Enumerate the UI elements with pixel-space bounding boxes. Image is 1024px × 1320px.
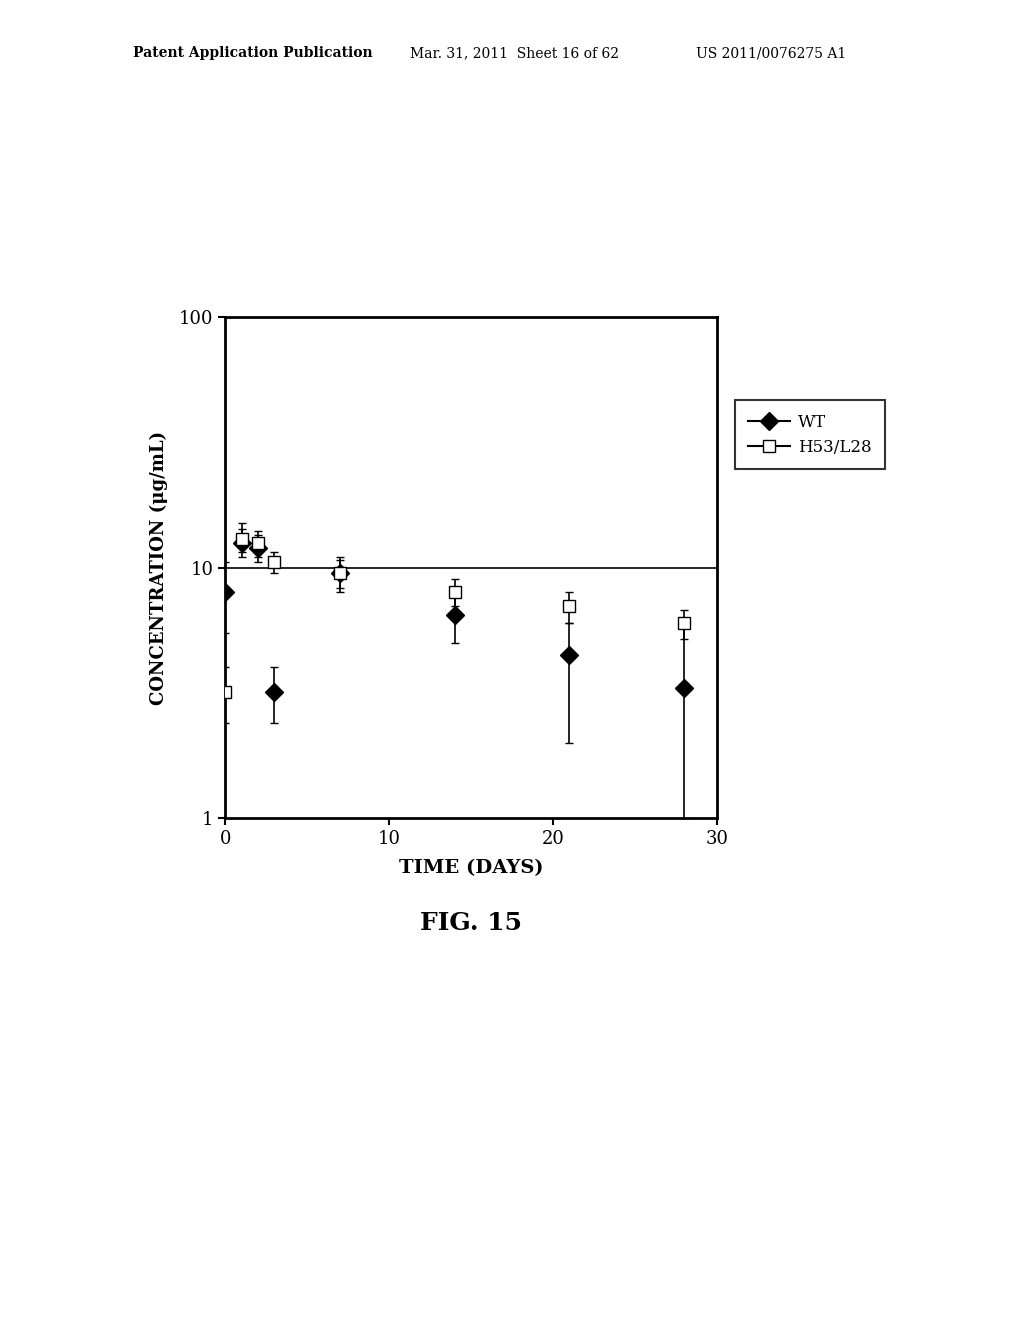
- Legend: WT, H53/L28: WT, H53/L28: [735, 400, 886, 470]
- Text: Mar. 31, 2011  Sheet 16 of 62: Mar. 31, 2011 Sheet 16 of 62: [410, 46, 618, 61]
- Y-axis label: CONCENTRATION (μg/mL): CONCENTRATION (μg/mL): [150, 430, 168, 705]
- Text: FIG. 15: FIG. 15: [420, 911, 522, 935]
- Text: Patent Application Publication: Patent Application Publication: [133, 46, 373, 61]
- X-axis label: TIME (DAYS): TIME (DAYS): [398, 859, 544, 878]
- Text: US 2011/0076275 A1: US 2011/0076275 A1: [696, 46, 847, 61]
